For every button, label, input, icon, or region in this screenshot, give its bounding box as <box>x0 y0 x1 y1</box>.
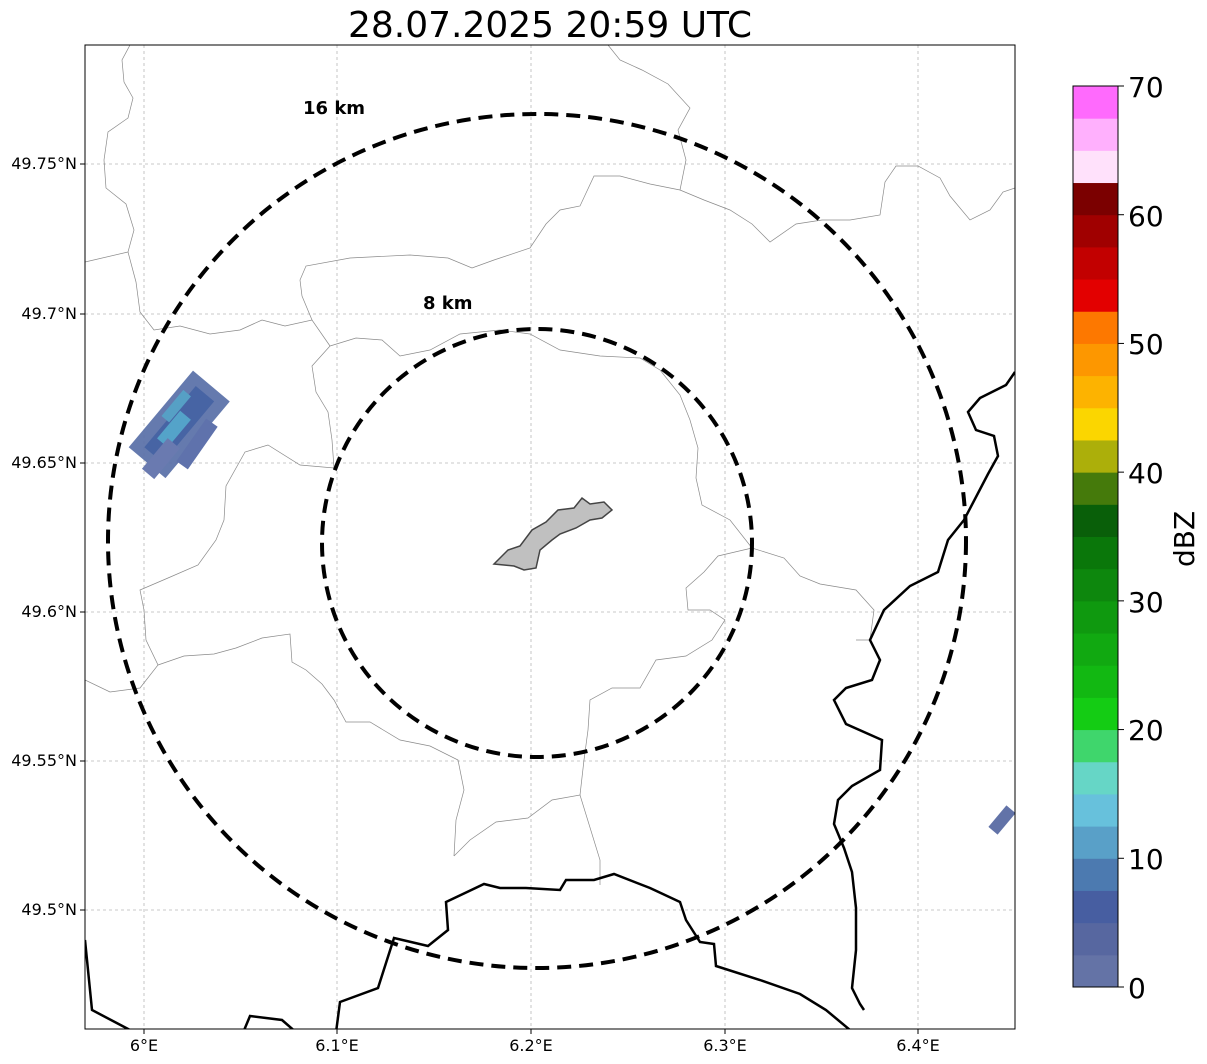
colorbar-band <box>1073 600 1118 634</box>
colorbar-band <box>1073 954 1118 988</box>
colorbar-band <box>1073 858 1118 891</box>
colorbar-tick-0: 0 <box>1128 972 1146 1005</box>
colorbar-band <box>1073 793 1118 827</box>
lon-label-6-3: 6.3°E <box>703 1036 747 1055</box>
colorbar-tick-50: 50 <box>1128 328 1164 361</box>
colorbar-frame <box>1072 85 1119 988</box>
colorbar-band <box>1073 890 1118 924</box>
lon-label-6-2: 6.2°E <box>509 1036 553 1055</box>
colorbar-tick-30: 30 <box>1128 586 1164 619</box>
colorbar-band <box>1073 472 1118 505</box>
colorbar-band <box>1073 86 1118 119</box>
colorbar-tick-60: 60 <box>1128 200 1164 233</box>
lon-label-6-4: 6.4°E <box>896 1036 940 1055</box>
colorbar-band <box>1073 118 1118 151</box>
colorbar-band <box>1073 536 1118 570</box>
colorbar-band <box>1073 504 1118 537</box>
lon-label-6: 6°E <box>129 1036 159 1055</box>
colorbar-band <box>1073 439 1118 473</box>
ring-label-16km: 16 km <box>303 98 366 119</box>
ring-label-8km: 8 km <box>423 293 473 314</box>
colorbar-band <box>1073 279 1118 312</box>
city-area <box>492 496 614 571</box>
colorbar-band <box>1073 150 1118 184</box>
colorbar-band <box>1073 697 1118 731</box>
colorbar-band <box>1073 922 1118 956</box>
colorbar <box>1073 86 1118 988</box>
colorbar-band <box>1073 182 1118 216</box>
lat-label-49-6: 49.6°N <box>21 602 77 621</box>
municipal-boundaries <box>85 45 1015 885</box>
lat-label-49-65: 49.65°N <box>11 453 77 472</box>
colorbar-band <box>1073 568 1118 602</box>
map-frame <box>84 44 1016 1030</box>
colorbar-tick-marks <box>1118 85 1124 988</box>
colorbar-band <box>1073 761 1118 795</box>
range-ring-16km <box>106 112 968 970</box>
colorbar-band <box>1073 246 1118 280</box>
map-title: 28.07.2025 20:59 UTC <box>347 5 753 46</box>
axis-ticks <box>80 163 919 1034</box>
lat-label-49-75: 49.75°N <box>11 154 77 173</box>
lon-label-6-1: 6.1°E <box>315 1036 359 1055</box>
lat-label-49-7: 49.7°N <box>21 304 77 323</box>
colorbar-band <box>1073 633 1118 666</box>
colorbar-band <box>1073 311 1118 344</box>
colorbar-band <box>1073 665 1118 698</box>
colorbar-band <box>1073 826 1118 859</box>
colorbar-tick-40: 40 <box>1128 457 1164 490</box>
colorbar-tick-20: 20 <box>1128 714 1164 747</box>
lat-label-49-5: 49.5°N <box>21 900 77 919</box>
colorbar-band <box>1073 214 1118 248</box>
colorbar-label: dBZ <box>1168 510 1201 567</box>
colorbar-tick-10: 10 <box>1128 843 1164 876</box>
colorbar-band <box>1073 729 1118 763</box>
colorbar-band <box>1073 375 1118 409</box>
lat-label-49-55: 49.55°N <box>11 751 77 770</box>
national-borders <box>85 371 1015 1029</box>
colorbar-band <box>1073 407 1118 441</box>
colorbar-band <box>1073 343 1118 377</box>
colorbar-tick-70: 70 <box>1128 71 1164 104</box>
range-ring-8km <box>320 327 754 759</box>
radar-echo-cluster <box>128 370 1015 835</box>
